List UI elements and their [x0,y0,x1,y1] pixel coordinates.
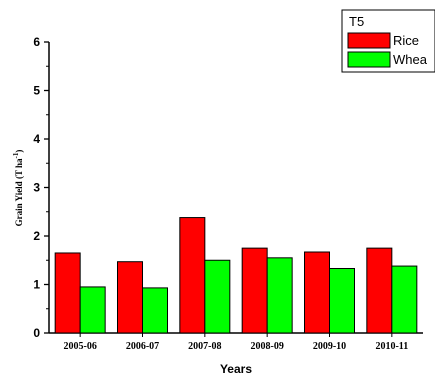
legend-label-rice: Rice [393,33,419,48]
legend-swatch-rice [347,32,391,49]
bar-rice-2009-10 [304,251,330,334]
x-tick-label: 2009-10 [313,341,346,352]
bar-rice-2007-08 [179,217,206,334]
bars [54,217,418,334]
bar-whea-2008-09 [266,257,293,334]
y-tick-label: 4 [33,132,40,146]
legend-title: T5 [349,14,364,29]
y-tick-label: 2 [33,229,40,243]
bar-rice-2008-09 [241,247,268,334]
x-axis-ticks: 2005-06 2006-07 2007-08 2008-09 2009-10 2010-… [63,333,408,352]
legend: T5 Rice Whea [341,9,435,73]
x-tick-label: 2007-08 [188,341,221,352]
y-tick-label: 1 [33,278,40,292]
bar-rice-2006-07 [117,261,143,334]
legend-swatch-wheat [347,51,391,68]
y-tick-label: 0 [33,326,40,340]
bar-rice-2010-11 [366,247,393,334]
y-tick-label: 3 [33,181,40,195]
bar-whea-2007-08 [204,259,231,334]
bar-whea-2006-07 [142,287,168,334]
y-tick-label: 5 [33,84,40,98]
y-axis-ticks: 0 1 2 3 4 5 6 [33,35,49,340]
x-tick-label: 2010-11 [375,341,408,352]
x-tick-label: 2006-07 [126,341,159,352]
x-tick-label: 2008-09 [250,341,283,352]
y-tick-label: 6 [33,35,40,49]
bar-whea-2005-06 [79,286,106,334]
x-tick-label: 2005-06 [63,341,96,352]
x-axis-label: Years [220,362,252,376]
legend-label-wheat: Whea [393,52,428,67]
bar-rice-2005-06 [54,252,81,334]
bar-whea-2009-10 [329,267,355,334]
y-axis-label: Grain Yield (T ha-1) [12,150,24,227]
bar-whea-2010-11 [391,265,418,334]
